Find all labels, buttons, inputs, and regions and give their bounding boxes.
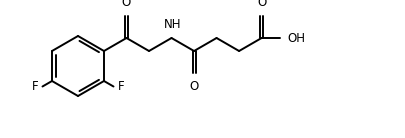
Text: OH: OH [287, 31, 305, 44]
Text: NH: NH [163, 18, 181, 31]
Text: F: F [117, 80, 124, 93]
Text: O: O [256, 0, 266, 9]
Text: F: F [32, 80, 38, 93]
Text: O: O [122, 0, 131, 9]
Text: O: O [189, 80, 198, 93]
